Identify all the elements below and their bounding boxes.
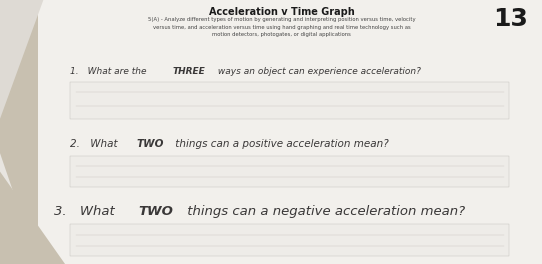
FancyBboxPatch shape <box>70 224 509 256</box>
Text: ways an object can experience acceleration?: ways an object can experience accelerati… <box>215 67 421 76</box>
FancyBboxPatch shape <box>70 82 509 119</box>
Text: TWO: TWO <box>138 205 173 218</box>
Text: Acceleration v Time Graph: Acceleration v Time Graph <box>209 7 354 17</box>
FancyBboxPatch shape <box>38 0 542 264</box>
Text: THREE: THREE <box>173 67 205 76</box>
Text: versus time, and acceleration versus time using hand graphing and real time tech: versus time, and acceleration versus tim… <box>153 25 411 30</box>
FancyBboxPatch shape <box>70 156 509 187</box>
Polygon shape <box>0 172 65 264</box>
Text: TWO: TWO <box>136 139 164 149</box>
Polygon shape <box>0 132 38 264</box>
Text: 3. What: 3. What <box>54 205 119 218</box>
Text: 2. What: 2. What <box>70 139 121 149</box>
Text: 5(A) - Analyze different types of motion by generating and interpreting position: 5(A) - Analyze different types of motion… <box>148 17 416 22</box>
Text: 1. What are the: 1. What are the <box>70 67 150 76</box>
Polygon shape <box>0 0 43 119</box>
Text: 13: 13 <box>494 7 528 31</box>
Polygon shape <box>0 153 38 264</box>
Text: motion detectors, photogates, or digital applications: motion detectors, photogates, or digital… <box>212 32 351 37</box>
Text: things can a negative acceleration mean?: things can a negative acceleration mean? <box>183 205 465 218</box>
Text: things can a positive acceleration mean?: things can a positive acceleration mean? <box>172 139 388 149</box>
